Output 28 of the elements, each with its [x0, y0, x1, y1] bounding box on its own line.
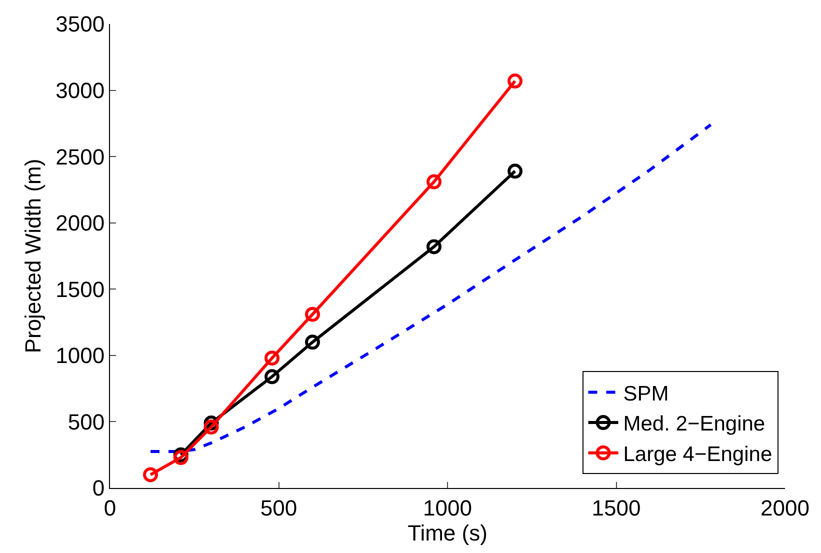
point	[264, 369, 280, 384]
y-tick-label: 0	[92, 476, 105, 501]
y-tick-label: 2000	[56, 210, 105, 236]
point	[508, 164, 522, 179]
point	[143, 467, 158, 482]
y-tick-label: 3500	[56, 12, 105, 37]
y-tick-label: 2500	[56, 144, 105, 170]
point	[264, 350, 280, 366]
y-tick-label: 500	[68, 409, 105, 434]
y-tick-label: 1000	[56, 343, 105, 368]
x-tick-label: 500	[260, 495, 298, 520]
point	[508, 74, 522, 89]
legend-label: Large 4−Engine	[623, 443, 772, 466]
y-tick-label: 3000	[56, 78, 105, 103]
point	[426, 174, 442, 190]
point	[305, 306, 320, 322]
x-axis-title: Time (s)	[408, 520, 488, 546]
x-tick-label: 1500	[592, 495, 641, 520]
point	[305, 334, 320, 350]
point	[426, 239, 442, 254]
legend-label: Med. 2−Engine	[623, 412, 766, 436]
y-tick-label: 1500	[56, 276, 105, 302]
x-tick-label: 1000	[423, 495, 472, 520]
y-axis-title: Projected Width (m)	[20, 158, 46, 354]
legend-label: SPM	[623, 382, 669, 406]
point	[173, 450, 188, 466]
point	[204, 420, 219, 435]
x-tick-label: 2000	[760, 495, 810, 520]
